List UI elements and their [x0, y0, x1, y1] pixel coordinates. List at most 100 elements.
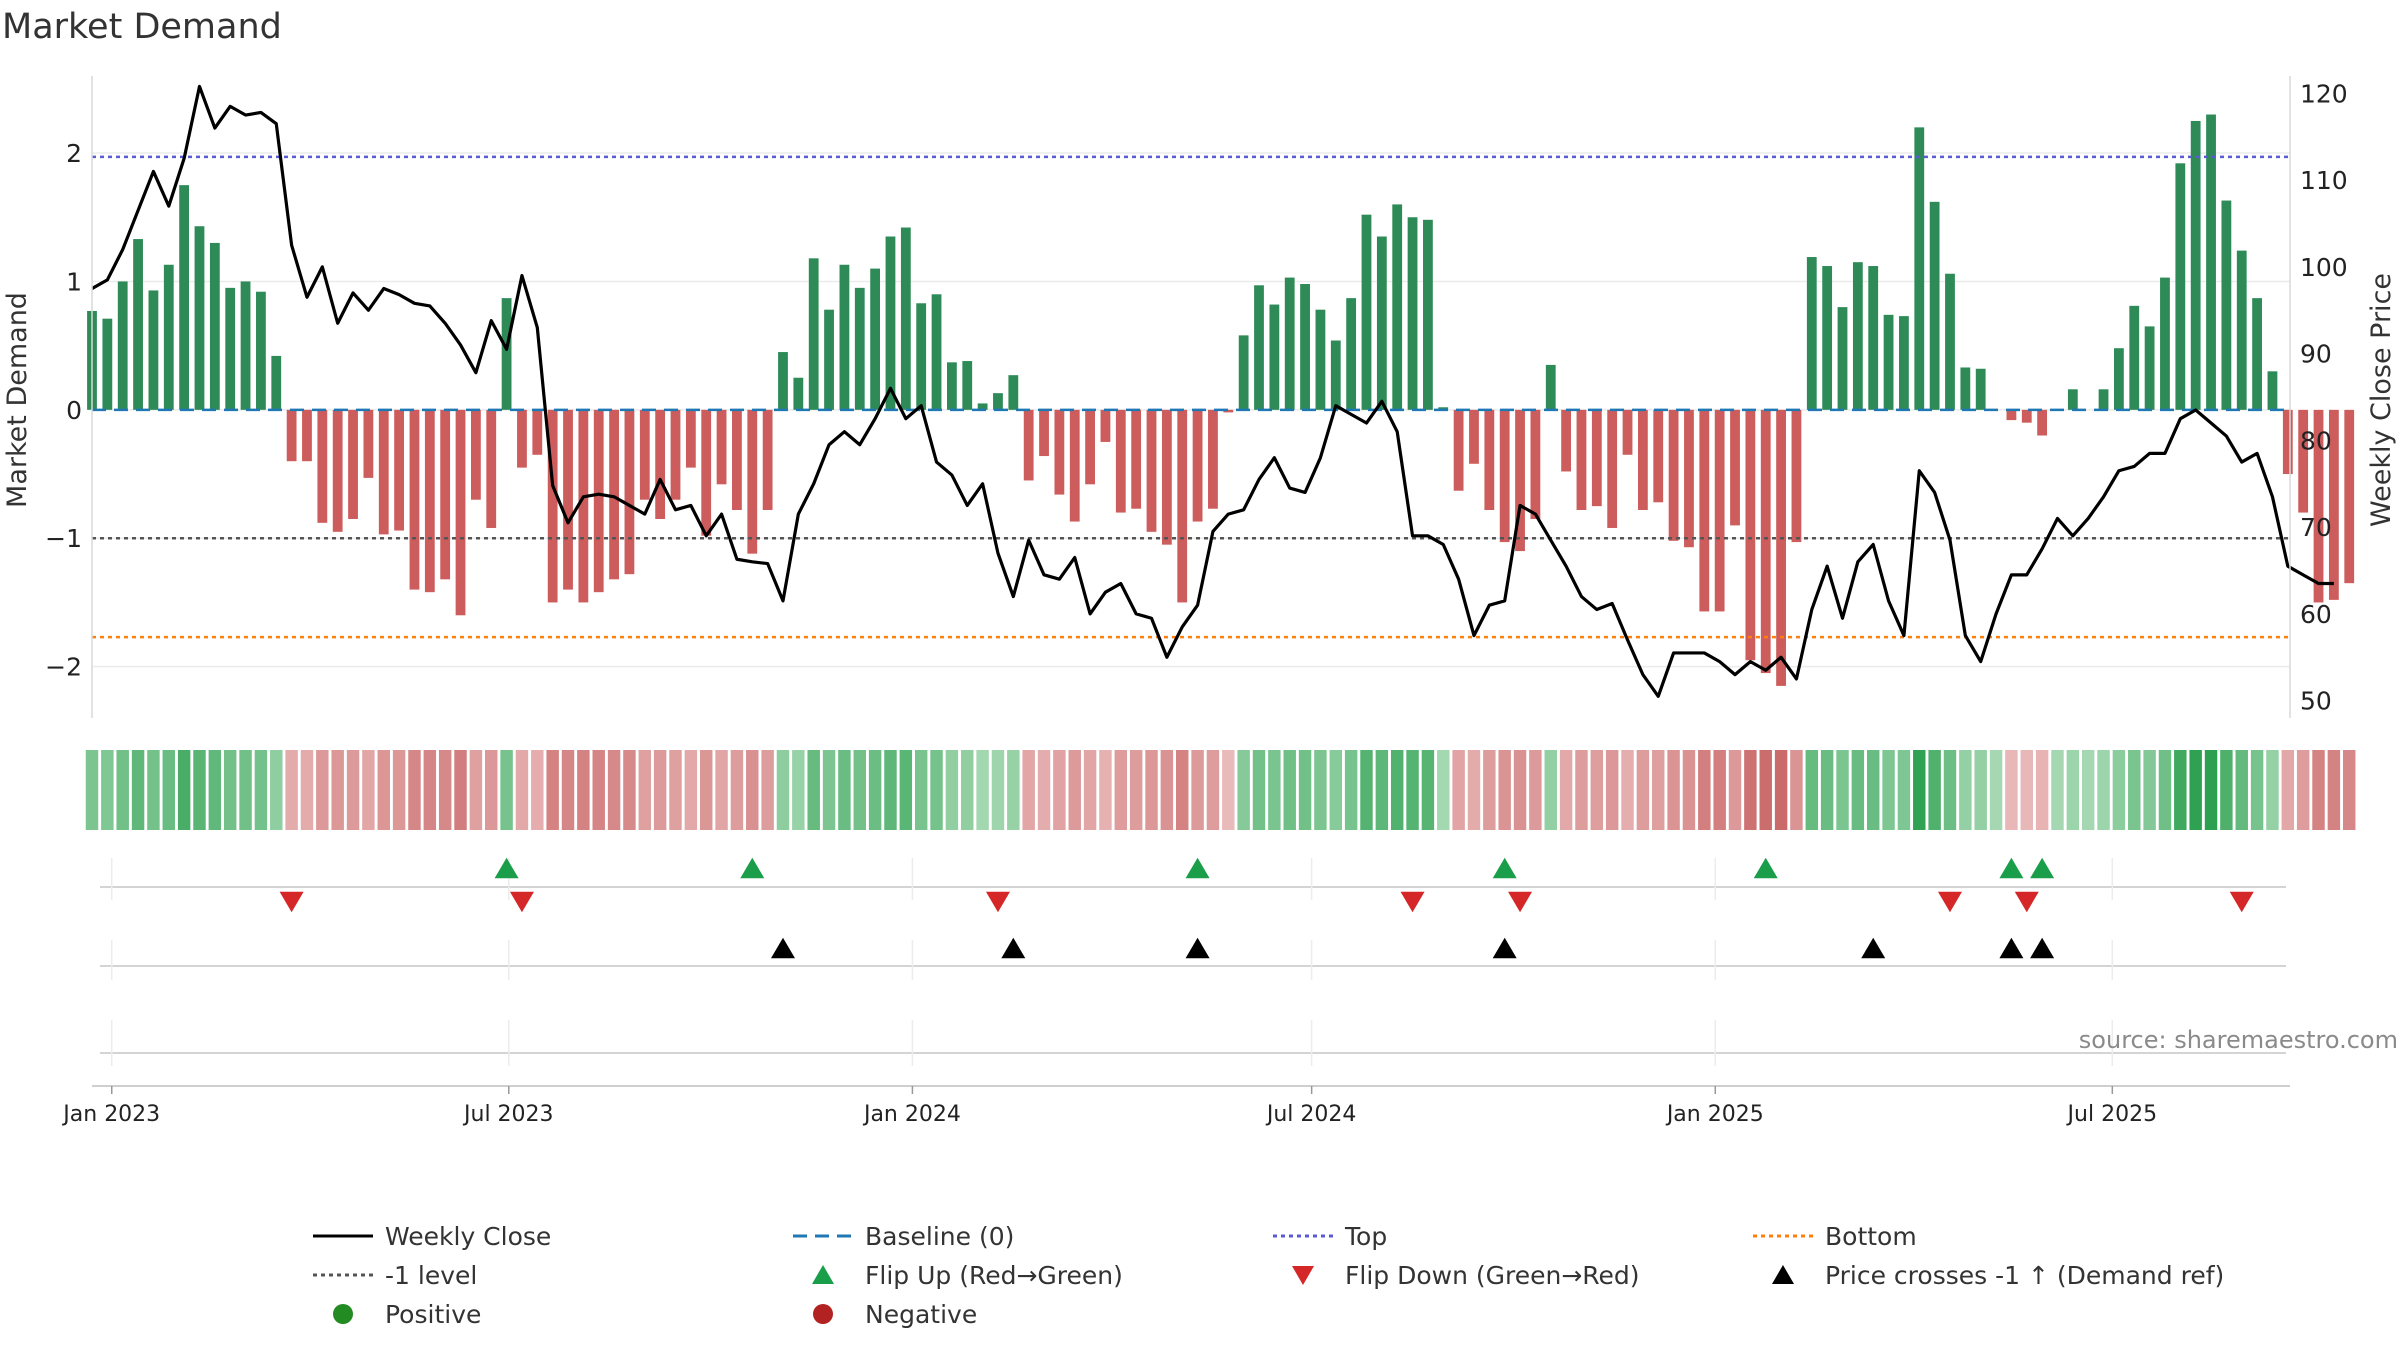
strip-cell	[2066, 750, 2080, 830]
legend-item: Positive	[333, 1300, 481, 1329]
demand-bar	[1407, 217, 1418, 410]
strip-cell	[1191, 750, 1204, 830]
legend: Weekly Close Baseline (0) Top Bottom -1 leve…	[313, 1222, 2224, 1329]
flip-down-marker	[1400, 891, 1425, 913]
demand-bar	[993, 393, 1003, 410]
reference-lines	[92, 155, 2290, 639]
strip-cell	[1728, 750, 1742, 830]
demand-bar	[1392, 204, 1403, 410]
demand-bar	[701, 409, 712, 536]
strip-cell	[853, 750, 866, 830]
strip-cell	[1068, 750, 1081, 830]
strip-cell	[116, 750, 129, 830]
demand-bar	[1945, 273, 1955, 410]
strip-cell	[2112, 750, 2126, 830]
strip-cell	[2220, 750, 2233, 830]
strip-cell	[1022, 750, 1035, 830]
legend-swatch	[1772, 1265, 1794, 1284]
flip-down-marker	[2229, 891, 2254, 913]
demand-bar	[1837, 307, 1848, 410]
demand-bar	[824, 309, 834, 410]
demand-bar	[332, 409, 343, 532]
strip-cell	[638, 750, 652, 830]
strip-cell	[930, 750, 943, 830]
demand-bar	[517, 409, 527, 468]
demand-bar	[1699, 409, 1710, 612]
demand-bar	[455, 409, 466, 616]
strip-cell	[1667, 750, 1680, 830]
legend-item: Top	[1273, 1222, 1387, 1251]
strip-cell	[1605, 750, 1619, 830]
grid-layer	[92, 152, 2290, 668]
legend-label: Flip Up (Red→Green)	[865, 1261, 1123, 1290]
strip-cell	[1129, 750, 1143, 830]
strip-cell	[147, 750, 160, 830]
strip-cell	[1943, 750, 1957, 830]
demand-bar	[394, 409, 404, 531]
demand-bars	[87, 114, 2355, 686]
demand-bar	[2098, 389, 2109, 410]
demand-bar	[2160, 277, 2170, 410]
strip-cell	[1375, 750, 1389, 830]
strip-cell	[1037, 750, 1051, 830]
demand-bar	[2282, 409, 2293, 475]
demand-bar	[1806, 257, 1817, 410]
strip-cell	[208, 750, 222, 830]
legend-swatch	[333, 1304, 353, 1324]
strip-cell	[1529, 750, 1542, 830]
legend-item: -1 level	[313, 1261, 477, 1290]
y-tick-label-right: 60	[2300, 600, 2332, 629]
strip-cell	[2128, 750, 2141, 830]
y-tick-label-right: 50	[2300, 687, 2332, 716]
demand-bar	[1023, 409, 1034, 481]
strip-cell	[2143, 750, 2156, 830]
strip-cell	[2189, 750, 2202, 830]
strip-cell	[1713, 750, 1726, 830]
strip-cell	[515, 750, 529, 830]
strip-cell	[485, 750, 498, 830]
legend-label: Negative	[865, 1300, 977, 1329]
strip-cell	[1913, 750, 1926, 830]
demand-bar	[578, 409, 589, 603]
strip-cell	[423, 750, 437, 830]
strip-cell	[346, 750, 360, 830]
demand-bar	[885, 236, 896, 410]
demand-bar	[1208, 409, 1218, 509]
demand-bar	[2344, 409, 2355, 584]
demand-bar	[900, 227, 911, 410]
strip-cell	[1360, 750, 1373, 830]
demand-bar	[1346, 298, 1357, 410]
demand-bar	[716, 409, 727, 485]
demand-bar	[1929, 201, 1940, 410]
strip-cell	[1421, 750, 1435, 830]
price-cross-marker	[1001, 937, 1026, 959]
demand-bar	[148, 290, 159, 410]
demand-bar	[317, 409, 328, 523]
x-tick-label: Jan 2025	[1665, 1102, 1764, 1127]
strip-cell	[1851, 750, 1865, 830]
demand-bar	[962, 361, 973, 410]
strip-cell	[945, 750, 959, 830]
demand-bar	[163, 264, 174, 410]
strip-cell	[2266, 750, 2279, 830]
demand-bar	[2129, 305, 2140, 410]
price-cross-marker	[1861, 937, 1886, 959]
strip-cell	[85, 750, 99, 830]
x-tick-label: Jul 2023	[462, 1102, 554, 1127]
demand-bar	[440, 409, 451, 580]
demand-bar	[378, 409, 389, 535]
strip-cell	[623, 750, 636, 830]
demand-bar	[2037, 409, 2048, 436]
demand-bar	[563, 409, 573, 590]
demand-bar	[1146, 409, 1157, 532]
demand-bar	[609, 409, 619, 580]
flip-up-marker	[1753, 857, 1778, 879]
demand-bar	[1054, 409, 1065, 495]
strip-cell	[438, 750, 452, 830]
demand-bar	[762, 409, 773, 510]
demand-intensity-strip	[85, 750, 2356, 830]
strip-cell	[1836, 750, 1849, 830]
strip-cell	[362, 750, 375, 830]
demand-bar	[793, 377, 804, 410]
flip-down-marker	[509, 891, 534, 913]
